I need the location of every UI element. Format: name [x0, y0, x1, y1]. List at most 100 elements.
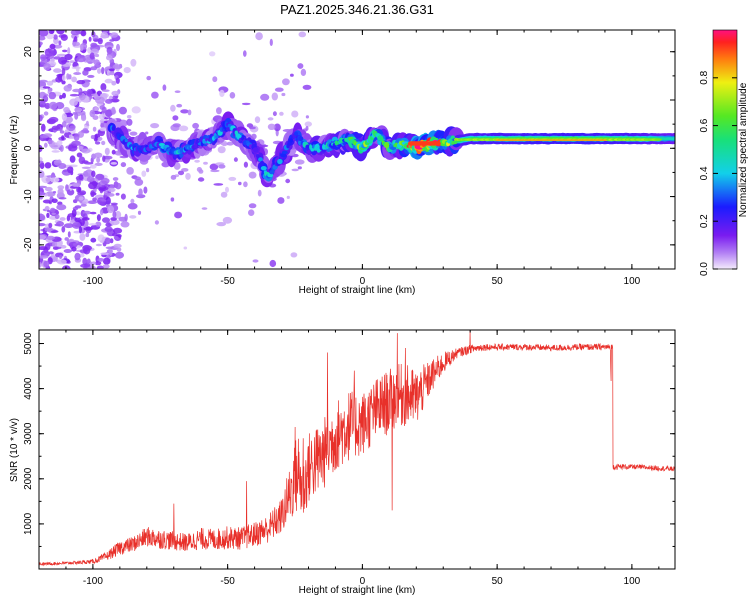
ridge-blob — [252, 147, 259, 153]
noise-blob — [248, 209, 255, 216]
noise-blob — [54, 214, 60, 220]
noise-blob — [181, 168, 189, 172]
noise-blob — [105, 109, 113, 117]
y-tick-label: 3000 — [23, 422, 34, 445]
noise-blob — [90, 211, 97, 215]
noise-blob — [269, 38, 273, 47]
colorbar-frame — [712, 29, 738, 270]
noise-blob — [53, 56, 61, 60]
noise-blob — [118, 216, 127, 222]
noise-blob — [81, 115, 87, 122]
noise-blob — [90, 66, 98, 71]
noise-blob — [213, 183, 224, 186]
x-tick-label: -100 — [83, 576, 103, 587]
noise-blob — [57, 259, 67, 265]
noise-blob — [80, 203, 87, 207]
noise-blob — [75, 211, 81, 216]
noise-blob — [297, 63, 304, 69]
spectrogram-ridge — [106, 111, 675, 188]
noise-blob — [39, 81, 47, 89]
noise-blob — [56, 204, 67, 211]
noise-blob — [85, 120, 89, 126]
noise-blob — [106, 55, 113, 61]
noise-blob — [73, 72, 82, 75]
ridge-blob — [259, 160, 265, 167]
noise-blob — [248, 126, 256, 130]
noise-blob — [305, 115, 309, 119]
noise-blob — [286, 195, 290, 199]
noise-blob — [81, 166, 92, 169]
snr-xlabel: Height of straight line (km) — [299, 585, 416, 596]
noise-blob — [44, 142, 48, 148]
snr-plot-area — [39, 330, 675, 567]
noise-blob — [107, 205, 115, 214]
noise-blob — [297, 166, 302, 170]
noise-blob — [104, 78, 113, 84]
spectrogram-ylabel: Frequency (Hz) — [9, 116, 20, 185]
noise-blob — [61, 80, 66, 85]
noise-blob — [51, 150, 60, 153]
ridge-blob — [215, 135, 219, 139]
noise-blob — [71, 246, 77, 252]
noise-blob — [53, 34, 58, 40]
noise-blob — [57, 188, 64, 196]
noise-blob — [126, 115, 132, 119]
noise-blob — [39, 41, 43, 46]
noise-blob — [99, 127, 107, 132]
noise-blob — [115, 210, 122, 219]
noise-blob — [76, 152, 83, 158]
noise-blob — [46, 212, 50, 218]
noise-blob — [133, 176, 142, 181]
noise-blob — [109, 39, 115, 42]
noise-blob — [203, 161, 208, 165]
noise-blob — [94, 152, 103, 158]
noise-blob — [112, 64, 123, 70]
noise-blob — [101, 89, 110, 92]
noise-blob — [126, 167, 134, 175]
noise-blob — [291, 168, 299, 172]
noise-blob — [116, 247, 122, 252]
noise-blob — [109, 219, 120, 226]
noise-blob — [209, 163, 219, 171]
noise-blob — [115, 182, 122, 190]
noise-blob — [46, 235, 55, 241]
noise-blob — [63, 249, 72, 253]
noise-blob — [141, 170, 147, 177]
y-tick-label: 0 — [23, 145, 34, 151]
noise-blob — [212, 76, 218, 83]
noise-blob — [69, 93, 79, 97]
noise-blob — [61, 67, 66, 76]
noise-blob — [103, 184, 111, 187]
noise-blob — [130, 198, 135, 204]
noise-blob — [180, 109, 189, 114]
noise-blob — [94, 162, 103, 166]
noise-blob — [53, 68, 62, 73]
noise-blob — [72, 222, 82, 229]
noise-blob — [101, 67, 105, 75]
noise-blob — [39, 161, 45, 170]
noise-blob — [281, 92, 286, 97]
noise-blob — [68, 238, 75, 243]
noise-blob — [63, 106, 70, 114]
ridge-blob — [294, 131, 298, 136]
noise-blob — [150, 123, 160, 129]
noise-blob — [92, 180, 97, 186]
noise-blob — [252, 259, 259, 263]
spectrogram-heatmap — [39, 30, 675, 269]
noise-blob — [39, 255, 49, 259]
noise-blob — [176, 103, 183, 108]
noise-blob — [92, 197, 97, 202]
noise-blob — [63, 223, 74, 229]
noise-blob — [90, 135, 95, 139]
noise-blob — [46, 80, 54, 86]
noise-blob — [39, 223, 46, 227]
noise-blob — [115, 77, 120, 84]
noise-blob — [64, 53, 73, 61]
noise-blob — [137, 210, 142, 215]
noise-blob — [220, 142, 229, 146]
figure-title: PAZ1.2025.346.21.36.G31 — [280, 2, 434, 17]
colorbar-gradient — [713, 30, 737, 269]
noise-blob — [219, 89, 225, 97]
noise-blob — [59, 217, 66, 221]
noise-blob — [91, 261, 97, 265]
